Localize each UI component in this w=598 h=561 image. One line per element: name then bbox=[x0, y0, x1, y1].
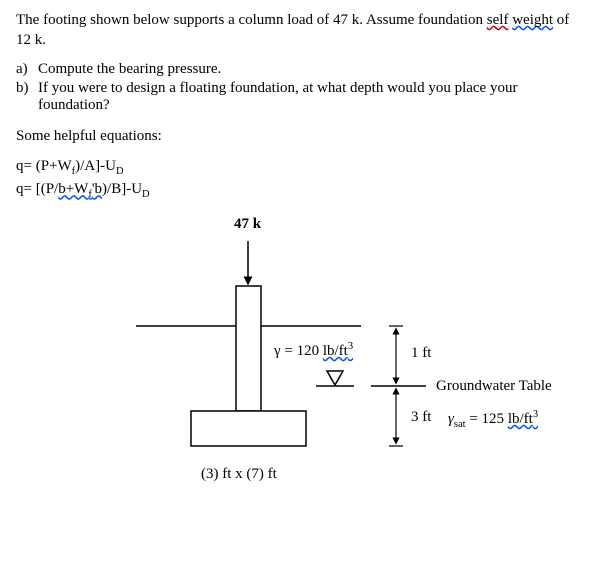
problem-intro: The footing shown below supports a colum… bbox=[16, 10, 582, 51]
equation-1: q= (P+Wf)/A]-UD bbox=[16, 156, 582, 180]
label-gammasat: γsat = 125 lb/ft3 bbox=[448, 409, 538, 430]
equations-block: q= (P+Wf)/A]-UD q= [(P/b+Wf'b)/B]-UD bbox=[16, 156, 582, 203]
intro-pre: The footing shown below supports a colum… bbox=[16, 12, 487, 28]
label-footdim: (3) ft x (7) ft bbox=[201, 466, 277, 483]
intro-self: self bbox=[487, 12, 509, 28]
figure: 47 k γ = 120 lb/ft3 1 ft Groundwater Tab… bbox=[16, 211, 576, 501]
marker-b: b) bbox=[16, 80, 38, 114]
eq2-mid: )/B]-U bbox=[102, 181, 142, 197]
text-b: If you were to design a floating foundat… bbox=[38, 80, 582, 114]
question-list: a) Compute the bearing pressure. b) If y… bbox=[16, 61, 582, 114]
label-depth2: 3 ft bbox=[411, 409, 431, 426]
question-a: a) Compute the bearing pressure. bbox=[16, 61, 582, 78]
label-load: 47 k bbox=[234, 216, 261, 233]
intro-weight: weight bbox=[512, 12, 553, 28]
text-a: Compute the bearing pressure. bbox=[38, 61, 582, 78]
label-gwtable: Groundwater Table bbox=[436, 378, 552, 395]
label-depth1: 1 ft bbox=[411, 345, 431, 362]
eq1-pre: q= (P+W bbox=[16, 158, 72, 174]
eq2-bw: b+Wf'b bbox=[58, 181, 102, 197]
label-gamma: γ = 120 lb/ft3 bbox=[274, 341, 353, 360]
helpful-equations-label: Some helpful equations: bbox=[16, 126, 582, 146]
equation-2: q= [(P/b+Wf'b)/B]-UD bbox=[16, 179, 582, 203]
eq2-sub2: D bbox=[142, 189, 150, 200]
question-b: b) If you were to design a floating foun… bbox=[16, 80, 582, 114]
eq1-sub2: D bbox=[116, 166, 124, 177]
eq2-pre: q= [(P/ bbox=[16, 181, 58, 197]
marker-a: a) bbox=[16, 61, 38, 78]
eq1-mid: )/A]-U bbox=[75, 158, 116, 174]
